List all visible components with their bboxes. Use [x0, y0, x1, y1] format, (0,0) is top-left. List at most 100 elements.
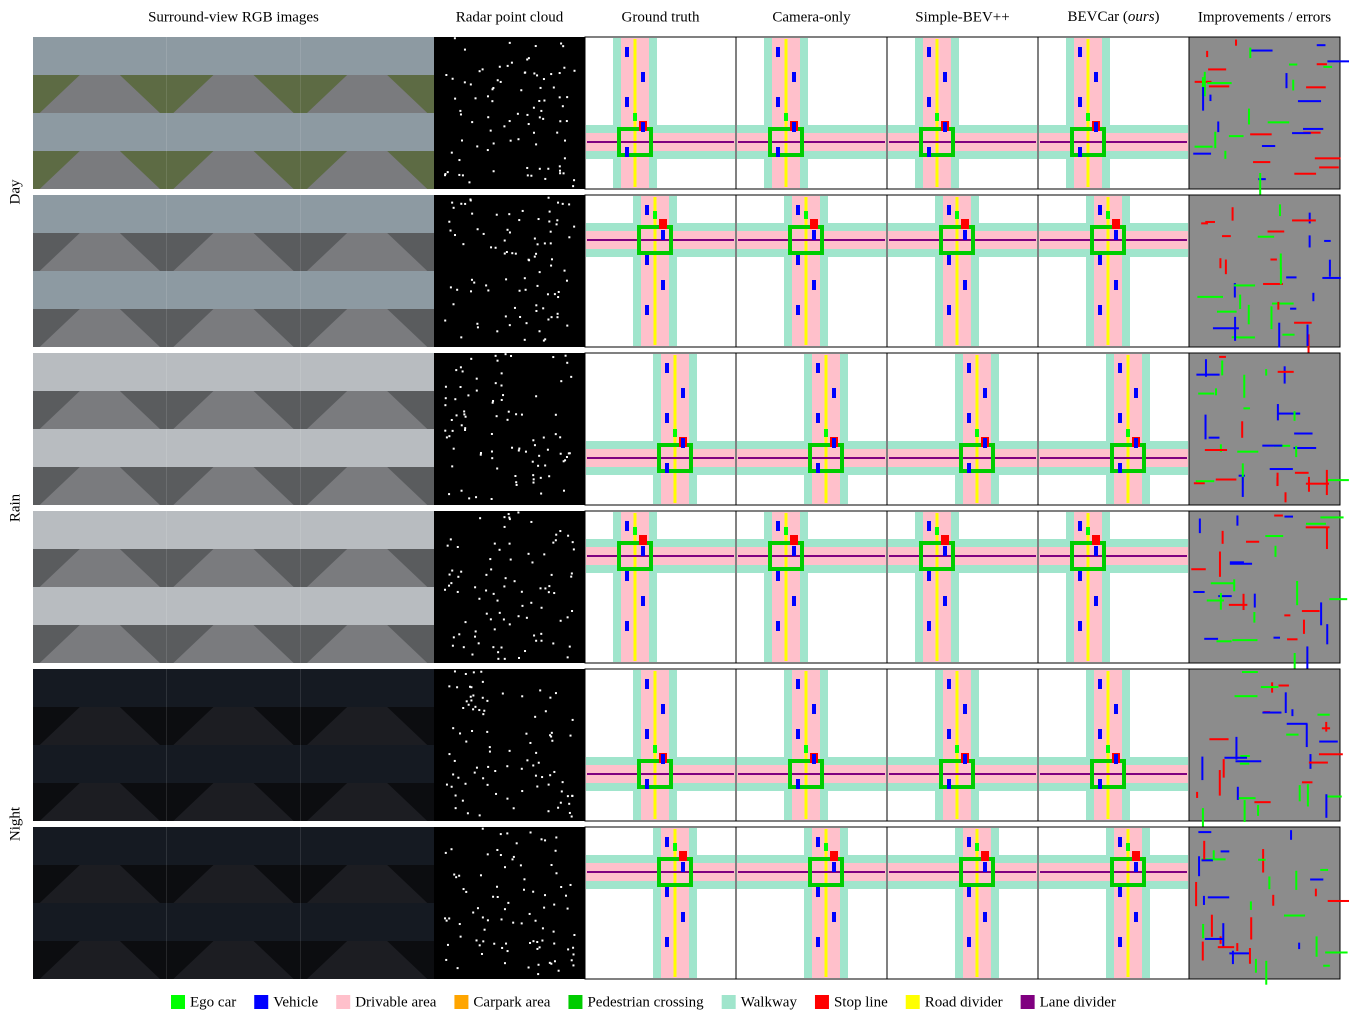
- radar-point: [540, 87, 542, 89]
- vehicle: [776, 521, 780, 531]
- radar-point: [539, 689, 541, 691]
- error-mark: [1295, 446, 1297, 457]
- radar-point: [444, 917, 446, 919]
- error-mark: [1222, 531, 1224, 544]
- error-mark: [1222, 235, 1231, 237]
- radar-point: [559, 96, 561, 98]
- radar-point: [540, 587, 542, 589]
- radar-point: [490, 130, 492, 132]
- radar-point: [454, 760, 456, 762]
- stop-line: [981, 851, 989, 861]
- row-label: Rain: [7, 493, 23, 522]
- radar-point: [490, 246, 492, 248]
- radar-point: [474, 636, 476, 638]
- error-mark: [1270, 468, 1293, 470]
- vehicle: [967, 463, 971, 473]
- radar-point: [505, 943, 507, 945]
- radar-point: [486, 700, 488, 702]
- vehicle: [681, 862, 685, 872]
- radar-point: [560, 453, 562, 455]
- vehicle: [645, 255, 649, 265]
- radar-point: [536, 948, 538, 950]
- error-mark: [1236, 943, 1238, 951]
- radar-point: [480, 874, 482, 876]
- error-mark: [1216, 479, 1237, 481]
- vehicle: [983, 388, 987, 398]
- radar-point: [469, 198, 471, 200]
- error-mark: [1309, 213, 1311, 224]
- legend-swatch: [454, 995, 468, 1009]
- radar-point: [511, 62, 513, 64]
- radar-point: [554, 293, 556, 295]
- radar-point: [509, 42, 511, 44]
- radar-point: [547, 168, 549, 170]
- error-mark: [1205, 221, 1215, 223]
- error-mark: [1272, 303, 1294, 305]
- error-mark: [1211, 582, 1234, 584]
- vehicle: [983, 912, 987, 922]
- vehicle: [963, 280, 967, 290]
- error-mark: [1242, 477, 1244, 497]
- radar-point: [517, 138, 519, 140]
- radar-point: [460, 336, 462, 338]
- radar-point: [519, 290, 521, 292]
- legend-swatch: [254, 995, 268, 1009]
- radar-point: [447, 944, 449, 946]
- radar-point: [564, 157, 566, 159]
- radar-point: [517, 511, 519, 513]
- radar-point: [526, 322, 528, 324]
- radar-point: [490, 568, 492, 570]
- radar-point: [541, 607, 543, 609]
- radar-point: [526, 167, 528, 169]
- error-mark: [1262, 445, 1282, 447]
- stop-line: [1112, 219, 1120, 229]
- error-mark: [1316, 936, 1318, 956]
- radar-point: [529, 942, 531, 944]
- column-header: Simple-BEV++: [915, 9, 1009, 25]
- radar-point: [544, 894, 546, 896]
- vehicle: [812, 704, 816, 714]
- vehicle: [943, 72, 947, 82]
- vehicle: [641, 122, 645, 132]
- radar-point: [490, 618, 492, 620]
- error-mark: [1199, 519, 1201, 534]
- radar-point: [445, 852, 447, 854]
- stop-line: [1092, 535, 1100, 545]
- radar-point: [456, 289, 458, 291]
- radar-point: [491, 457, 493, 459]
- radar-point: [559, 172, 561, 174]
- radar-point: [529, 913, 531, 915]
- radar-point: [451, 465, 453, 467]
- radar-point: [447, 545, 449, 547]
- radar-point: [515, 253, 517, 255]
- ego-car: [1106, 745, 1110, 753]
- vehicle: [665, 887, 669, 897]
- radar-point: [464, 81, 466, 83]
- ego-car: [935, 527, 939, 535]
- radar-point: [533, 478, 535, 480]
- vehicle: [645, 305, 649, 315]
- error-mark: [1320, 602, 1322, 625]
- radar-point: [516, 842, 518, 844]
- radar-point: [515, 481, 517, 483]
- error-mark: [1286, 734, 1298, 736]
- radar-point: [495, 355, 497, 357]
- radar-point: [492, 402, 494, 404]
- vehicle: [776, 621, 780, 631]
- radar-point: [472, 912, 474, 914]
- vehicle: [927, 147, 931, 157]
- radar-point: [511, 447, 513, 449]
- radar-point: [445, 74, 447, 76]
- radar-point: [568, 236, 570, 238]
- radar-point: [564, 270, 566, 272]
- vehicle: [1098, 679, 1102, 689]
- radar-point: [463, 646, 465, 648]
- camera-image: [300, 827, 434, 865]
- error-mark: [1230, 561, 1244, 563]
- radar-point: [567, 908, 569, 910]
- radar-point: [548, 585, 550, 587]
- radar-point: [543, 340, 545, 342]
- radar-point: [446, 920, 448, 922]
- radar-point: [448, 435, 450, 437]
- radar-point: [506, 832, 508, 834]
